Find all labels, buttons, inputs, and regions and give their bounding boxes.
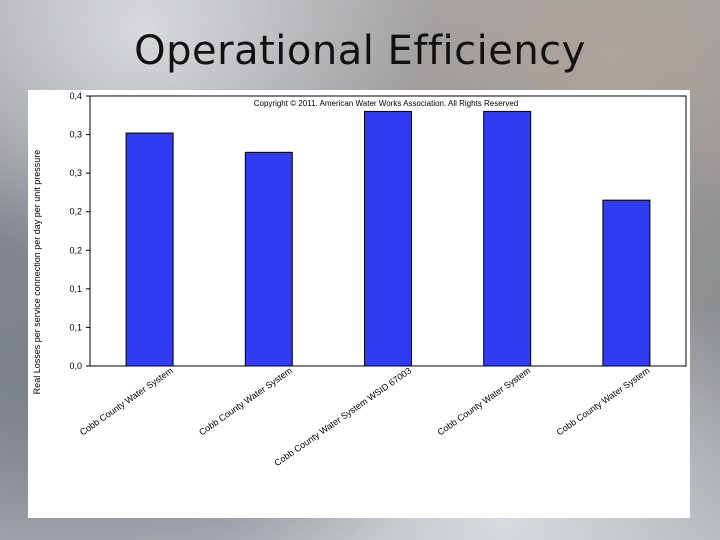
y-tick-label: 0,3 xyxy=(69,168,82,178)
bar xyxy=(483,110,532,367)
bar xyxy=(364,110,412,367)
bars xyxy=(125,110,651,367)
y-tick-label: 0,2 xyxy=(69,207,82,217)
bar xyxy=(602,199,651,367)
y-tick-label: 0,4 xyxy=(69,91,82,101)
chart-panel: 0,0 0,1 0,1 0,2 0,2 0,3 0,3 0,4 Cobb County Wat… xyxy=(28,90,690,518)
bar xyxy=(125,132,174,367)
copyright-note: Copyright © 2011. American Water Works A… xyxy=(254,99,519,108)
y-tick-label: 0,1 xyxy=(69,322,82,332)
bar-chart: 0,0 0,1 0,1 0,2 0,2 0,3 0,3 0,4 Cobb County Wat… xyxy=(32,91,687,468)
x-tick-label: Cobb County Water System xyxy=(78,365,175,437)
x-tick-label: Cobb County Water System xyxy=(555,365,652,437)
x-tick-label: Cobb County Water System xyxy=(436,365,533,437)
slide-title: Operational Efficiency xyxy=(134,28,586,74)
y-tick-label: 0,1 xyxy=(69,284,82,294)
y-axis-label: Real Losses per service connection per d… xyxy=(32,150,42,395)
x-tick-label: Cobb County Water System WSID 67003 xyxy=(272,365,413,468)
y-axis: 0,0 0,1 0,1 0,2 0,2 0,3 0,3 0,4 xyxy=(69,91,90,371)
y-tick-label: 0,2 xyxy=(69,245,82,255)
bar xyxy=(244,151,293,367)
y-tick-label: 0,0 xyxy=(69,361,82,371)
x-axis-labels: Cobb County Water System Cobb County Wate… xyxy=(78,365,652,468)
x-tick-label: Cobb County Water System xyxy=(197,365,294,437)
y-tick-label: 0,3 xyxy=(69,130,82,140)
